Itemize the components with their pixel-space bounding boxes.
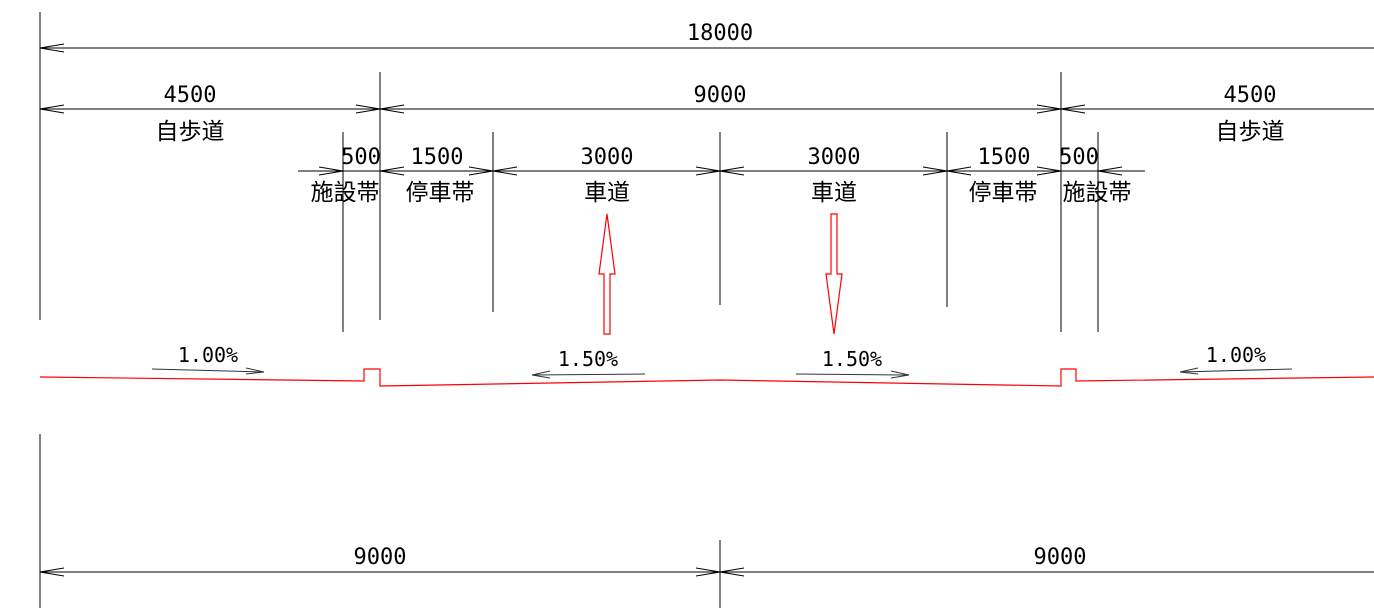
dim-right-facility-text: 500	[1059, 145, 1099, 170]
dim-right-lane-text: 3000	[808, 145, 861, 170]
dim-right-sidewalk-text: 4500	[1224, 83, 1277, 108]
dim-left-facility-text: 500	[341, 145, 381, 170]
dim-left-parking-text: 1500	[411, 145, 464, 170]
extension-lines	[39, 12, 1099, 608]
label-left-sidewalk: 自歩道	[156, 119, 225, 145]
dim-total-text: 18000	[687, 21, 753, 46]
dimension-row-lanes: 500 1500 3000 3000 1500 500 施設帯 停車帯 車道 車…	[298, 145, 1145, 206]
slope-left-sidewalk-text: 1.00%	[178, 343, 238, 367]
dimension-right-sidewalk: 4500 自歩道	[1060, 83, 1374, 145]
label-right-lane: 車道	[811, 180, 857, 206]
slope-right-carriageway-text: 1.50%	[822, 347, 882, 371]
slope-left-carriageway-text: 1.50%	[558, 347, 618, 371]
slope-annotations: 1.00% 1.50% 1.50% 1.00%	[151, 343, 1293, 379]
slope-right-sidewalk-text: 1.00%	[1206, 343, 1266, 367]
dim-right-parking-text: 1500	[978, 145, 1031, 170]
dim-left-sidewalk-text: 4500	[164, 83, 217, 108]
label-right-facility: 施設帯	[1063, 180, 1132, 206]
label-left-facility: 施設帯	[311, 180, 380, 206]
dimension-left-sidewalk: 4500 自歩道	[39, 83, 381, 145]
label-left-lane: 車道	[584, 180, 630, 206]
dim-bottom-left-text: 9000	[354, 545, 407, 570]
dimension-bottom: 9000 9000	[39, 545, 1374, 577]
road-surface-profile	[39, 368, 1374, 387]
dimension-total: 18000	[39, 21, 1374, 53]
label-right-parking: 停車帯	[969, 180, 1038, 206]
dim-bottom-right-text: 9000	[1034, 545, 1087, 570]
dim-left-lane-text: 3000	[581, 145, 634, 170]
arrow-up-icon	[598, 213, 616, 335]
label-left-parking: 停車帯	[406, 180, 475, 206]
label-right-sidewalk: 自歩道	[1216, 119, 1285, 145]
arrow-down-icon	[825, 213, 843, 335]
dim-carriageway-text: 9000	[694, 83, 747, 108]
dimension-carriageway: 9000	[379, 83, 1062, 114]
